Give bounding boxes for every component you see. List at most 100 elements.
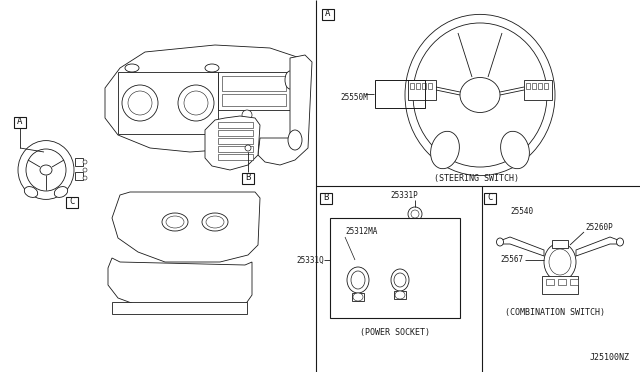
Bar: [218, 146, 253, 152]
Bar: [75, 172, 83, 180]
Ellipse shape: [54, 187, 68, 198]
Text: B: B: [245, 173, 251, 183]
Bar: [75, 158, 83, 166]
Ellipse shape: [40, 165, 52, 175]
Bar: [242, 173, 254, 183]
Bar: [112, 302, 247, 314]
Ellipse shape: [288, 130, 302, 150]
Bar: [538, 83, 542, 89]
Ellipse shape: [616, 238, 623, 246]
Text: 25550M: 25550M: [340, 93, 368, 102]
Text: (COMBINATION SWITCH): (COMBINATION SWITCH): [505, 308, 605, 317]
Bar: [330, 218, 460, 318]
Text: 25331P: 25331P: [390, 192, 418, 201]
Bar: [524, 80, 552, 100]
Polygon shape: [205, 116, 260, 170]
Bar: [218, 154, 253, 160]
Ellipse shape: [206, 216, 224, 228]
Bar: [222, 76, 286, 91]
Ellipse shape: [125, 64, 139, 72]
Circle shape: [408, 207, 422, 221]
Circle shape: [122, 85, 158, 121]
Text: 25331Q: 25331Q: [296, 256, 324, 264]
Circle shape: [83, 160, 87, 164]
Text: (STEERING SWITCH): (STEERING SWITCH): [435, 173, 520, 183]
Bar: [322, 9, 334, 19]
Text: 25567: 25567: [500, 256, 523, 264]
Ellipse shape: [500, 131, 529, 169]
Ellipse shape: [413, 23, 547, 167]
Ellipse shape: [353, 293, 363, 301]
Circle shape: [83, 176, 87, 180]
Ellipse shape: [431, 131, 460, 169]
Polygon shape: [502, 237, 544, 256]
Text: C: C: [69, 198, 75, 206]
Ellipse shape: [395, 291, 405, 299]
Polygon shape: [576, 237, 618, 256]
Ellipse shape: [391, 269, 409, 291]
Bar: [552, 240, 568, 248]
Polygon shape: [105, 45, 308, 152]
Ellipse shape: [205, 64, 219, 72]
Text: A: A: [17, 118, 22, 126]
Bar: [375, 80, 425, 108]
Ellipse shape: [405, 15, 555, 176]
Bar: [570, 279, 578, 285]
Text: 25540: 25540: [510, 208, 533, 217]
Bar: [542, 276, 578, 294]
Bar: [320, 192, 332, 203]
Ellipse shape: [26, 149, 66, 191]
Bar: [416, 83, 420, 89]
Ellipse shape: [544, 243, 576, 281]
Ellipse shape: [549, 249, 571, 275]
Bar: [218, 130, 253, 136]
Ellipse shape: [162, 213, 188, 231]
Ellipse shape: [18, 141, 74, 199]
Text: (POWER SOCKET): (POWER SOCKET): [360, 328, 430, 337]
Bar: [66, 196, 78, 208]
Circle shape: [242, 110, 252, 120]
Text: C: C: [487, 193, 493, 202]
Bar: [408, 80, 436, 100]
Bar: [218, 138, 253, 144]
Ellipse shape: [394, 273, 406, 287]
Ellipse shape: [24, 187, 38, 198]
Bar: [222, 94, 286, 106]
Polygon shape: [112, 192, 260, 262]
Ellipse shape: [460, 77, 500, 112]
Text: B: B: [323, 193, 329, 202]
Bar: [394, 291, 406, 299]
Bar: [428, 83, 432, 89]
Ellipse shape: [351, 271, 365, 289]
Ellipse shape: [166, 216, 184, 228]
Bar: [532, 83, 536, 89]
Ellipse shape: [347, 267, 369, 293]
Bar: [352, 293, 364, 301]
Circle shape: [184, 91, 208, 115]
Bar: [484, 192, 496, 203]
Bar: [118, 72, 218, 134]
Bar: [526, 83, 530, 89]
Text: 25312MA: 25312MA: [345, 228, 378, 237]
Text: J25100NZ: J25100NZ: [590, 353, 630, 362]
Text: 25260P: 25260P: [585, 224, 612, 232]
Bar: [558, 279, 566, 285]
Bar: [218, 72, 290, 110]
Circle shape: [178, 85, 214, 121]
Bar: [410, 83, 414, 89]
Bar: [218, 122, 253, 128]
Ellipse shape: [497, 238, 504, 246]
Circle shape: [245, 145, 251, 151]
Polygon shape: [258, 55, 312, 165]
Bar: [14, 116, 26, 128]
Circle shape: [411, 210, 419, 218]
Bar: [422, 83, 426, 89]
Circle shape: [128, 91, 152, 115]
Ellipse shape: [202, 213, 228, 231]
Bar: [546, 279, 554, 285]
Text: A: A: [325, 10, 331, 19]
Ellipse shape: [285, 71, 295, 89]
Bar: [544, 83, 548, 89]
Circle shape: [83, 168, 87, 172]
Polygon shape: [108, 258, 252, 310]
